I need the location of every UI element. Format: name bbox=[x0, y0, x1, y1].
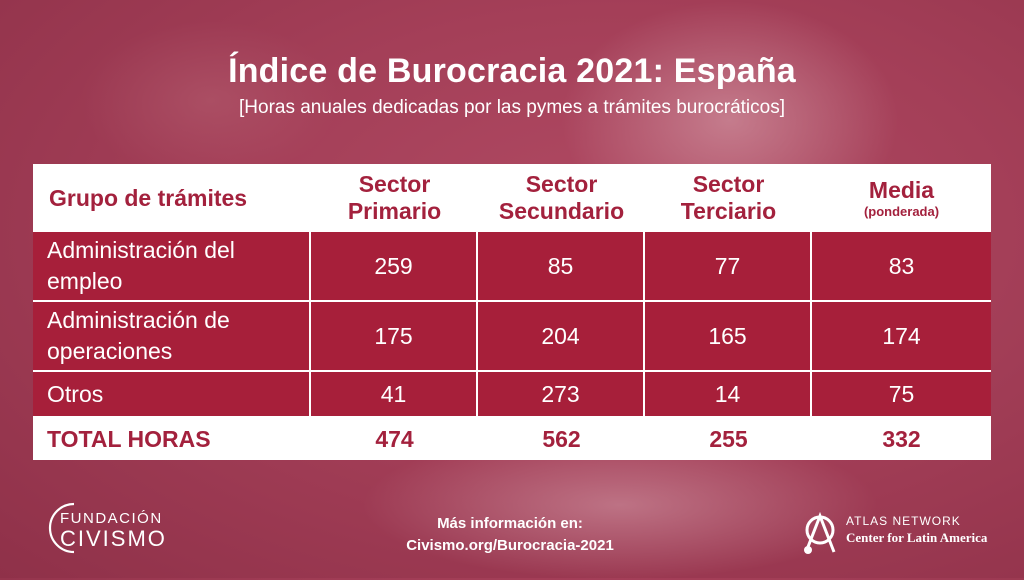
column-header: Media (ponderada) bbox=[812, 164, 991, 232]
total-value: 255 bbox=[709, 425, 748, 452]
total-value: 332 bbox=[882, 425, 921, 452]
column-header: Sector Secundario bbox=[478, 164, 645, 232]
atlas-logo-icon bbox=[804, 512, 836, 554]
table-cell-value: 85 bbox=[478, 232, 643, 300]
column-header: Sector Terciario bbox=[645, 164, 812, 232]
civismo-logo-icon bbox=[48, 502, 75, 554]
row-label: Administración de operaciones bbox=[33, 302, 309, 370]
table-cell-value: 204 bbox=[478, 302, 643, 370]
column-header-line1: Sector bbox=[692, 171, 765, 197]
column-header: Sector Primario bbox=[311, 164, 478, 232]
footer-info: Más información en: Civismo.org/Burocrac… bbox=[300, 513, 720, 557]
total-value: 474 bbox=[375, 425, 414, 452]
table-cell-value: 77 bbox=[645, 232, 810, 300]
table-cell-value: 174 bbox=[812, 302, 991, 370]
column-header-line2: (ponderada) bbox=[863, 203, 940, 219]
atlas-network-logo: ATLAS NETWORK Center for Latin America bbox=[800, 510, 1010, 560]
logo-left-line1: FUNDACIÓN bbox=[60, 510, 163, 527]
column-header-line1: Grupo de trámites bbox=[49, 184, 248, 211]
page-title: Índice de Burocracia 2021: España bbox=[228, 52, 796, 90]
page-subtitle: [Horas anuales dedicadas por las pymes a… bbox=[239, 97, 785, 118]
table-cell-value: 75 bbox=[812, 372, 991, 416]
row-label: Otros bbox=[33, 372, 309, 416]
logo-left-line2: CIVISMO bbox=[60, 526, 167, 551]
table-cell-value: 83 bbox=[812, 232, 991, 300]
row-label-line1: Otros bbox=[47, 380, 104, 407]
column-header-line2: Secundario bbox=[498, 198, 625, 224]
table-cell-value: 175 bbox=[311, 302, 476, 370]
total-label: TOTAL HORAS bbox=[47, 425, 211, 452]
column-header-line2: Terciario bbox=[680, 198, 777, 224]
column-header: Grupo de trámites bbox=[33, 164, 311, 232]
row-label-line2: empleo bbox=[47, 268, 123, 294]
logo-right-line1: ATLAS NETWORK bbox=[846, 514, 961, 528]
column-header-line1: Sector bbox=[525, 171, 598, 197]
column-header-line1: Media bbox=[868, 176, 935, 203]
column-header-line1: Sector bbox=[358, 171, 431, 197]
row-label-line1: Administración del bbox=[47, 237, 235, 263]
more-info-link[interactable]: Civismo.org/Burocracia-2021 bbox=[406, 537, 614, 554]
background-blur-shape bbox=[80, 20, 340, 180]
table-cell-value: 14 bbox=[645, 372, 810, 416]
fundacion-civismo-logo: FUNDACIÓN CIVISMO bbox=[40, 496, 220, 556]
table-cell-value: 273 bbox=[478, 372, 643, 416]
table-cell-value: 41 bbox=[311, 372, 476, 416]
row-label-line2: operaciones bbox=[47, 338, 173, 364]
more-info-label: Más información en: bbox=[437, 515, 583, 532]
data-table: Grupo de trámites Sector Primario Sector Sec… bbox=[33, 164, 991, 460]
column-header-line2: Primario bbox=[347, 198, 442, 224]
row-label-line1: Administración de bbox=[47, 307, 230, 333]
table-cell-value: 165 bbox=[645, 302, 810, 370]
logo-right-line2: Center for Latin America bbox=[846, 530, 988, 545]
total-value: 562 bbox=[542, 425, 581, 452]
table-cell-value: 259 bbox=[311, 232, 476, 300]
row-label: Administración del empleo bbox=[33, 232, 309, 300]
